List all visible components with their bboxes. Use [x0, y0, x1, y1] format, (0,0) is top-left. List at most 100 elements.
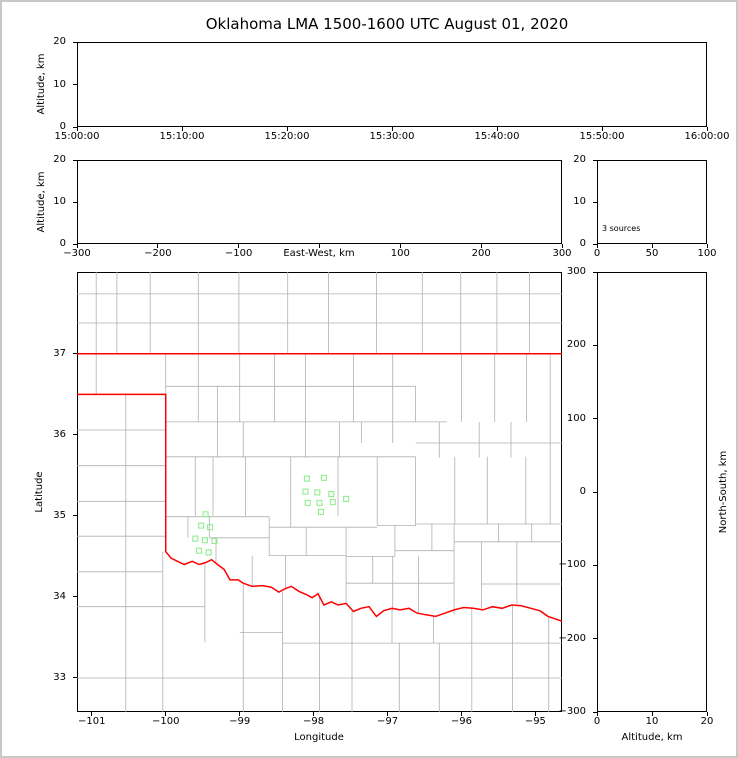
map-xlabel: Longitude — [294, 732, 344, 743]
tick-mark — [73, 41, 77, 43]
tick-mark — [165, 712, 167, 716]
tick-mark — [181, 127, 183, 131]
tick-mark — [596, 712, 598, 716]
tick-mark — [73, 243, 77, 245]
tick-label: 100 — [566, 412, 586, 424]
panel-time_height — [77, 42, 707, 127]
lma-station-marker — [195, 547, 203, 554]
tick-mark — [593, 711, 597, 713]
tick-label: −97 — [376, 716, 399, 727]
tick-label: 20 — [573, 154, 586, 165]
tick-label: −200 — [558, 632, 586, 644]
tick-mark — [313, 712, 315, 716]
lma-station-marker — [304, 499, 311, 506]
tick-label: 15:20:00 — [264, 131, 310, 142]
state-border — [77, 393, 562, 622]
ns-height-xlabel: Altitude, km — [621, 732, 683, 743]
tick-label: 20 — [53, 36, 66, 47]
tick-label: 0 — [59, 238, 66, 249]
lma-station-marker — [316, 499, 323, 506]
tick-mark — [706, 244, 708, 248]
county-boundaries — [77, 272, 562, 712]
lma-station-marker — [207, 524, 214, 531]
lma-station-marker — [314, 489, 321, 496]
lma-station-marker — [202, 511, 209, 518]
lma-station-marker — [303, 475, 310, 482]
tick-label: −96 — [450, 716, 472, 727]
lma-station-marker — [211, 537, 218, 545]
lma-station-marker — [343, 495, 350, 502]
tick-label: 34 — [53, 590, 66, 602]
tick-label: 15:10:00 — [159, 131, 205, 142]
tick-mark — [239, 712, 241, 716]
tick-mark — [73, 515, 77, 517]
tick-label: 15:00:00 — [54, 131, 100, 142]
tick-mark — [76, 127, 78, 131]
tick-label: 15:30:00 — [369, 131, 415, 142]
tick-mark — [73, 434, 77, 436]
tick-label: 300 — [552, 248, 572, 259]
ew-height-xlabel: East-West, km — [283, 248, 355, 259]
tick-label: 200 — [471, 248, 491, 259]
tick-mark — [91, 712, 93, 716]
map-plot — [77, 272, 562, 712]
tick-mark — [480, 244, 482, 248]
ns-height-ylabel: North-South, km — [718, 450, 729, 534]
tick-label: −200 — [144, 248, 172, 259]
tick-label: 0 — [593, 248, 601, 259]
tick-label: 16:00:00 — [684, 131, 730, 142]
tick-label: 20 — [53, 154, 66, 165]
tick-mark — [593, 564, 597, 566]
tick-label: 15:50:00 — [579, 131, 625, 142]
tick-label: 300 — [566, 266, 586, 277]
tick-label: 0 — [59, 121, 66, 132]
tick-mark — [399, 244, 401, 248]
tick-label: 10 — [645, 716, 659, 727]
tick-mark — [593, 159, 597, 161]
tick-label: −300 — [558, 706, 586, 717]
tick-label: 37 — [53, 347, 66, 359]
tick-mark — [73, 677, 77, 679]
tick-label: 20 — [700, 716, 714, 727]
lma-station-marker — [320, 474, 327, 481]
tick-label: −100 — [558, 559, 586, 571]
tick-mark — [534, 712, 536, 716]
tick-mark — [706, 712, 708, 716]
tick-mark — [460, 712, 462, 716]
tick-label: 0 — [579, 238, 586, 249]
tick-label: 10 — [573, 196, 586, 207]
tick-label: −100 — [224, 248, 253, 259]
tick-label: −100 — [151, 716, 180, 727]
lma-station-marker — [198, 522, 205, 529]
tick-mark — [157, 244, 159, 248]
ew-height-ylabel: Altitude, km — [36, 171, 47, 233]
panel-ns_height — [597, 272, 707, 712]
tick-label: −101 — [78, 716, 106, 727]
tick-mark — [706, 127, 708, 131]
tick-mark — [651, 244, 653, 248]
tick-mark — [651, 712, 653, 716]
tick-mark — [593, 344, 597, 346]
tick-mark — [319, 244, 320, 248]
tick-label: 100 — [390, 248, 410, 259]
tick-label: 36 — [53, 428, 66, 440]
tick-mark — [73, 353, 77, 355]
lma-station-marker — [329, 499, 336, 506]
tick-label: 10 — [53, 78, 66, 90]
tick-mark — [391, 127, 393, 131]
tick-mark — [387, 712, 389, 716]
panel-ew_height — [77, 160, 562, 244]
tick-label: 100 — [697, 248, 717, 259]
tick-mark — [73, 126, 77, 128]
tick-mark — [73, 159, 77, 161]
tick-mark — [593, 243, 597, 245]
lma-station-marker — [317, 508, 325, 515]
lma-station-marker — [328, 490, 335, 498]
tick-mark — [596, 244, 598, 248]
tick-mark — [73, 596, 77, 598]
map-ylabel: Latitude — [34, 471, 45, 513]
tick-mark — [601, 127, 603, 131]
tick-label: −95 — [524, 716, 546, 727]
lma-station-marker — [302, 488, 309, 495]
tick-mark — [593, 491, 597, 493]
